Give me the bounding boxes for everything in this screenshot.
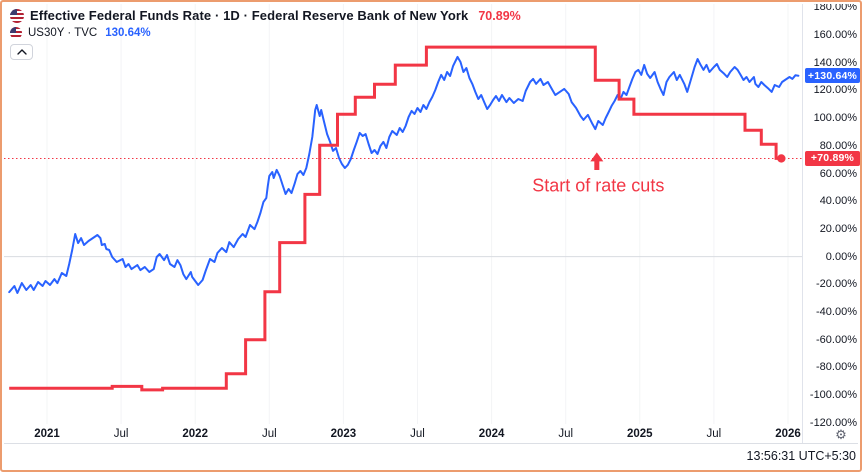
chart-canvas[interactable]: Start of rate cuts [4, 4, 802, 443]
chart-plot-area[interactable]: Start of rate cuts [4, 4, 802, 443]
price-axis-label: 0.00% [825, 250, 857, 263]
price-axis-label: 120.00% [813, 84, 857, 97]
time-axis-label: 2025 [627, 428, 653, 440]
axis-separator-line [4, 443, 858, 444]
time-axis-label: Jul [410, 428, 425, 440]
fedfunds-last-value-dot [777, 154, 786, 163]
series-value-fedfunds: 70.89% [478, 8, 521, 23]
fedfunds-series-step-line [9, 45, 782, 392]
price-axis-label: 40.00% [819, 195, 857, 208]
price-axis-label: 180.00% [813, 4, 857, 14]
price-axis-label: 100.00% [813, 112, 857, 125]
chevron-up-icon [16, 49, 27, 55]
time-axis[interactable]: 2021 Jul 2022 Jul 2023 Jul 2024 Jul 2025 Jul 2026 [4, 424, 802, 443]
rate-cut-arrow-up-icon [590, 152, 604, 171]
us-flag-icon [10, 27, 22, 39]
price-axis-label: -40.00% [816, 306, 857, 318]
time-axis-label: Jul [706, 428, 722, 440]
annotation-text: Start of rate cuts [532, 176, 664, 196]
time-axis-label: 2024 [478, 428, 505, 440]
time-axis-label: 2026 [775, 428, 801, 440]
price-axis-label: 20.00% [819, 222, 857, 235]
price-axis-label: -80.00% [816, 361, 857, 374]
status-bar: 13:56:31 UTC+5:30 [4, 444, 860, 470]
series-value-us30y: 130.64% [105, 27, 151, 39]
price-axis-label: 80.00% [819, 139, 857, 152]
time-axis-label: Jul [558, 428, 574, 440]
price-axis-label: 160.00% [813, 29, 857, 41]
price-axis-label: 60.00% [819, 167, 857, 180]
series-title-us30y: US30Y · TVC [28, 27, 98, 39]
legend-collapse-button[interactable] [10, 44, 33, 60]
us30y-price-badge: +130.64% [805, 68, 860, 84]
fedfunds-price-badge: +70.89% [805, 150, 860, 166]
price-axis-label: -60.00% [816, 333, 857, 346]
time-axis-label: 2023 [330, 428, 357, 440]
price-axis-label: -120.00% [809, 416, 857, 429]
time-axis-label: 2022 [182, 428, 208, 440]
clock-display: 13:56:31 UTC+5:30 [746, 449, 856, 463]
time-axis-label: 2021 [34, 428, 60, 440]
time-axis-label: Jul [113, 428, 129, 440]
price-axis-label: -100.00% [809, 389, 857, 402]
price-axis[interactable]: +130.64% +70.89% 180.00% 160.00% 140.00% 12… [802, 4, 860, 443]
us30y-series-line [8, 55, 800, 294]
price-axis-label: 140.00% [813, 56, 857, 69]
legend-series-fedfunds[interactable]: Effective Federal Funds Rate · 1D · Fede… [10, 6, 521, 25]
time-axis-label: Jul [261, 428, 277, 440]
axis-settings-gear-icon[interactable]: ⚙ [835, 427, 847, 442]
us-flag-icon [10, 8, 24, 23]
price-axis-label: -20.00% [816, 278, 857, 291]
series-title-fedfunds: Effective Federal Funds Rate · 1D · Fede… [30, 8, 469, 23]
legend-series-us30y[interactable]: US30Y · TVC 130.64% [10, 25, 521, 41]
legend: Effective Federal Funds Rate · 1D · Fede… [10, 6, 521, 60]
